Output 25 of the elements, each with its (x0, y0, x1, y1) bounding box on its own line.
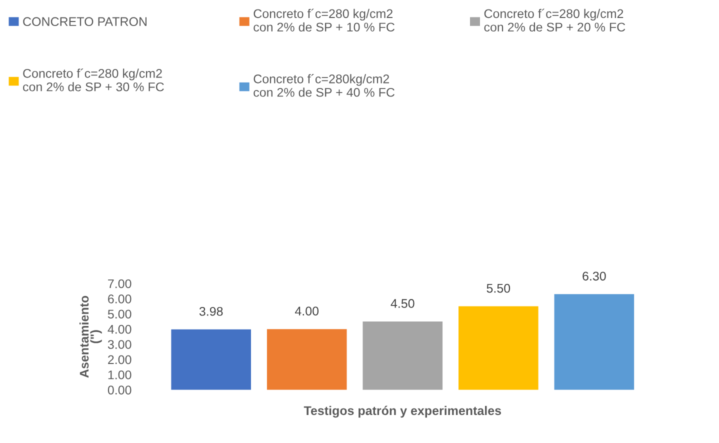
legend-label: CONCRETO PATRON (23, 17, 147, 26)
y-tick-label: 5.00 (108, 310, 132, 319)
y-tick-label: 7.00 (108, 279, 132, 288)
y-tick-label: 1.00 (108, 370, 132, 380)
bar (362, 321, 443, 390)
y-axis-title: Asentamiento (") (79, 296, 102, 378)
bar (266, 329, 347, 390)
data-label: 3.98 (199, 306, 223, 316)
data-label: 6.30 (582, 272, 606, 281)
y-tick-label: 2.00 (108, 355, 132, 364)
legend-label: Concreto f´c=280 kg/cm2 con 2% de SP + 10 % FC (254, 8, 395, 32)
y-tick-label: 0.00 (108, 386, 132, 394)
bar (554, 294, 634, 390)
y-tick-label: 6.00 (108, 294, 132, 304)
data-label: 5.50 (486, 284, 510, 293)
bar (458, 306, 538, 390)
data-label: 4.00 (294, 306, 319, 316)
legend-label: Concreto f´c=280kg/cm2 con 2% de SP + 40 % FC (254, 74, 395, 97)
legend-label: Concreto f´c=280 kg/cm2 con 2% de SP + 30 % FC (23, 68, 164, 92)
y-tick-label: 4.00 (108, 324, 132, 334)
bar (171, 329, 252, 390)
legend-label: Concreto f´c=280 kg/cm2 con 2% de SP + 20 % FC (484, 8, 626, 32)
x-axis-title: Testigos patrón y experimentales (304, 406, 502, 418)
y-tick-label: 3.00 (108, 340, 132, 349)
data-label: 4.50 (390, 299, 414, 308)
